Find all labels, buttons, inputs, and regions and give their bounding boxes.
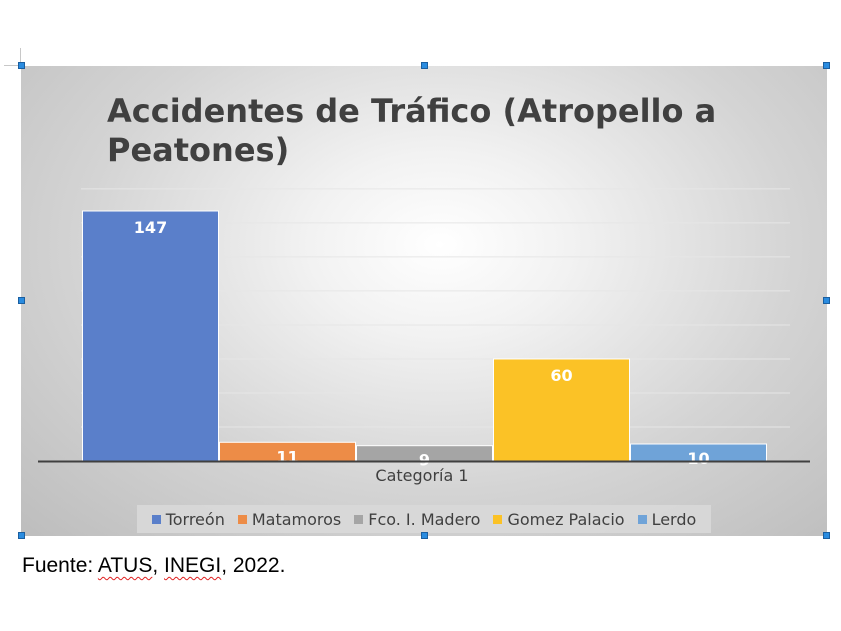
legend-entry-2[interactable]: Fco. I. Madero	[354, 510, 480, 529]
chart-area[interactable]: Accidentes de Tráfico (Atropello a Peato…	[21, 66, 827, 536]
data-label-3: 60	[550, 366, 572, 385]
resize-handle-top-center[interactable]	[421, 62, 428, 69]
source-separator: ,	[152, 554, 165, 577]
x-tick-label: Categoría 1	[375, 466, 468, 485]
legend-entry-1[interactable]: Matamoros	[237, 509, 342, 529]
source-note: Fuente: ATUS, INEGI, 2022.	[22, 554, 285, 578]
legend-entry-3[interactable]: Gomez Palacio	[493, 509, 625, 529]
legend-entry-0[interactable]: Torreón	[151, 509, 225, 529]
data-label-2: 9	[419, 451, 430, 470]
legend-swatch	[637, 514, 647, 524]
resize-handle-bottom-left[interactable]	[18, 532, 25, 539]
source-suffix: , 2022.	[221, 554, 286, 577]
plot-area: 147 11 9 60 10 Categoría 1	[38, 188, 810, 485]
legend-swatch	[237, 514, 247, 524]
source-prefix: Fuente:	[22, 554, 98, 577]
legend-label: Gomez Palacio	[507, 509, 625, 529]
data-label-0: 147	[134, 218, 167, 237]
resize-handle-top-left[interactable]	[18, 62, 25, 69]
data-label-4: 10	[687, 449, 709, 468]
crop-mark-horizontal	[4, 65, 21, 66]
bar-3	[493, 358, 630, 462]
chart-title: Accidentes de Tráfico (Atropello a Peato…	[107, 92, 717, 169]
resize-handle-top-right[interactable]	[823, 62, 830, 69]
crop-mark-vertical	[20, 48, 21, 66]
resize-handle-middle-right[interactable]	[823, 297, 830, 304]
legend-label: Matamoros	[251, 509, 342, 529]
legend-label: Lerdo	[651, 509, 697, 529]
resize-handle-middle-left[interactable]	[18, 297, 25, 304]
legend-label: Fco. I. Madero	[368, 509, 481, 529]
resize-handle-bottom-right[interactable]	[823, 532, 830, 539]
legend-swatch	[354, 514, 364, 524]
resize-handle-bottom-center[interactable]	[421, 532, 428, 539]
chart-legend[interactable]: Torreón Matamoros Fco. I. Madero Gomez Pala…	[137, 505, 711, 533]
data-label-1: 11	[276, 447, 298, 466]
source-atus: ATUS	[97, 554, 153, 577]
bar-0	[82, 210, 219, 462]
legend-swatch	[151, 514, 161, 524]
legend-label: Torreón	[165, 509, 225, 529]
legend-swatch	[493, 514, 503, 524]
source-inegi: INEGI	[164, 554, 222, 577]
legend-entry-4[interactable]: Lerdo	[637, 509, 697, 529]
